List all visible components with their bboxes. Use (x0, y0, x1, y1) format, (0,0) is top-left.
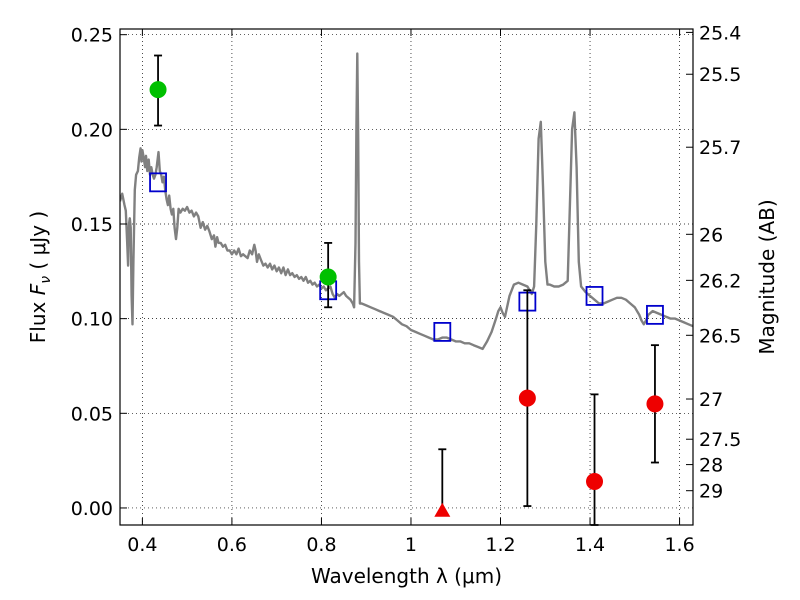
y-axis-label-sub: ν (38, 276, 54, 284)
sed-line (120, 52, 693, 351)
y2-tick-label: 25.7 (699, 137, 741, 159)
plot-area (120, 52, 693, 526)
y-tick-label: 0.10 (71, 309, 113, 331)
series-detections (149, 54, 337, 309)
model-flux-square (646, 304, 664, 325)
model-flux-square (433, 322, 452, 342)
y2-tick-label: 25.5 (699, 64, 741, 86)
upper-limit-triangle (434, 502, 451, 517)
x-axis-label: Wavelength λ (μm) (311, 564, 502, 588)
x-tick-label: 0.8 (306, 534, 336, 556)
model-flux-square (585, 286, 604, 306)
x-tick-label: 0.4 (127, 534, 157, 556)
flux-point (646, 395, 664, 413)
grid (120, 29, 693, 525)
y-tick-label: 0.05 (71, 403, 113, 425)
y-axis-label-var: F (26, 283, 50, 295)
y2-tick-label: 26.2 (699, 270, 741, 292)
flux-point (149, 81, 167, 99)
y2-tick-label: 26 (699, 224, 723, 246)
y-axis-label: Flux Fν ( μJy ) (26, 211, 54, 343)
model-flux-square (149, 172, 167, 193)
y2-tick-label: 29 (699, 481, 723, 503)
y-axis-label-prefix: Flux (26, 295, 50, 343)
flux-point (518, 389, 536, 407)
x-tick-label: 0.6 (217, 534, 247, 556)
y2-tick-label: 28 (699, 455, 723, 477)
y2-tick-label: 27.5 (699, 429, 741, 451)
y-tick-label: 0.20 (71, 119, 113, 141)
series-low-significance (518, 289, 664, 526)
y-tick-label: 0.00 (71, 498, 113, 520)
flux-point (319, 268, 337, 286)
axes-ticks: 0.4 0.6 0.8 1 1.2 1.4 1.6 0.00 0.05 0.10 0.15 0.20 0… (71, 22, 742, 556)
x-tick-label: 1 (405, 534, 417, 556)
y2-tick-label: 26.5 (699, 325, 741, 347)
series-upper-limit (434, 448, 451, 517)
series-model-photometry (149, 172, 664, 342)
flux-point (586, 472, 604, 490)
y-axis-label-unit: ( μJy ) (26, 211, 50, 276)
x-tick-label: 1.6 (664, 534, 694, 556)
y-tick-label: 0.25 (71, 25, 113, 47)
plot-frame (119, 28, 694, 526)
x-tick-label: 1.2 (485, 534, 515, 556)
y2-axis-label: Magnitude (AB) (755, 199, 779, 354)
y-tick-label: 0.15 (71, 214, 113, 236)
y2-tick-label: 27 (699, 389, 723, 411)
series-model-SED (120, 52, 693, 351)
y2-tick-label: 25.4 (699, 22, 741, 44)
x-tick-label: 1.4 (575, 534, 605, 556)
